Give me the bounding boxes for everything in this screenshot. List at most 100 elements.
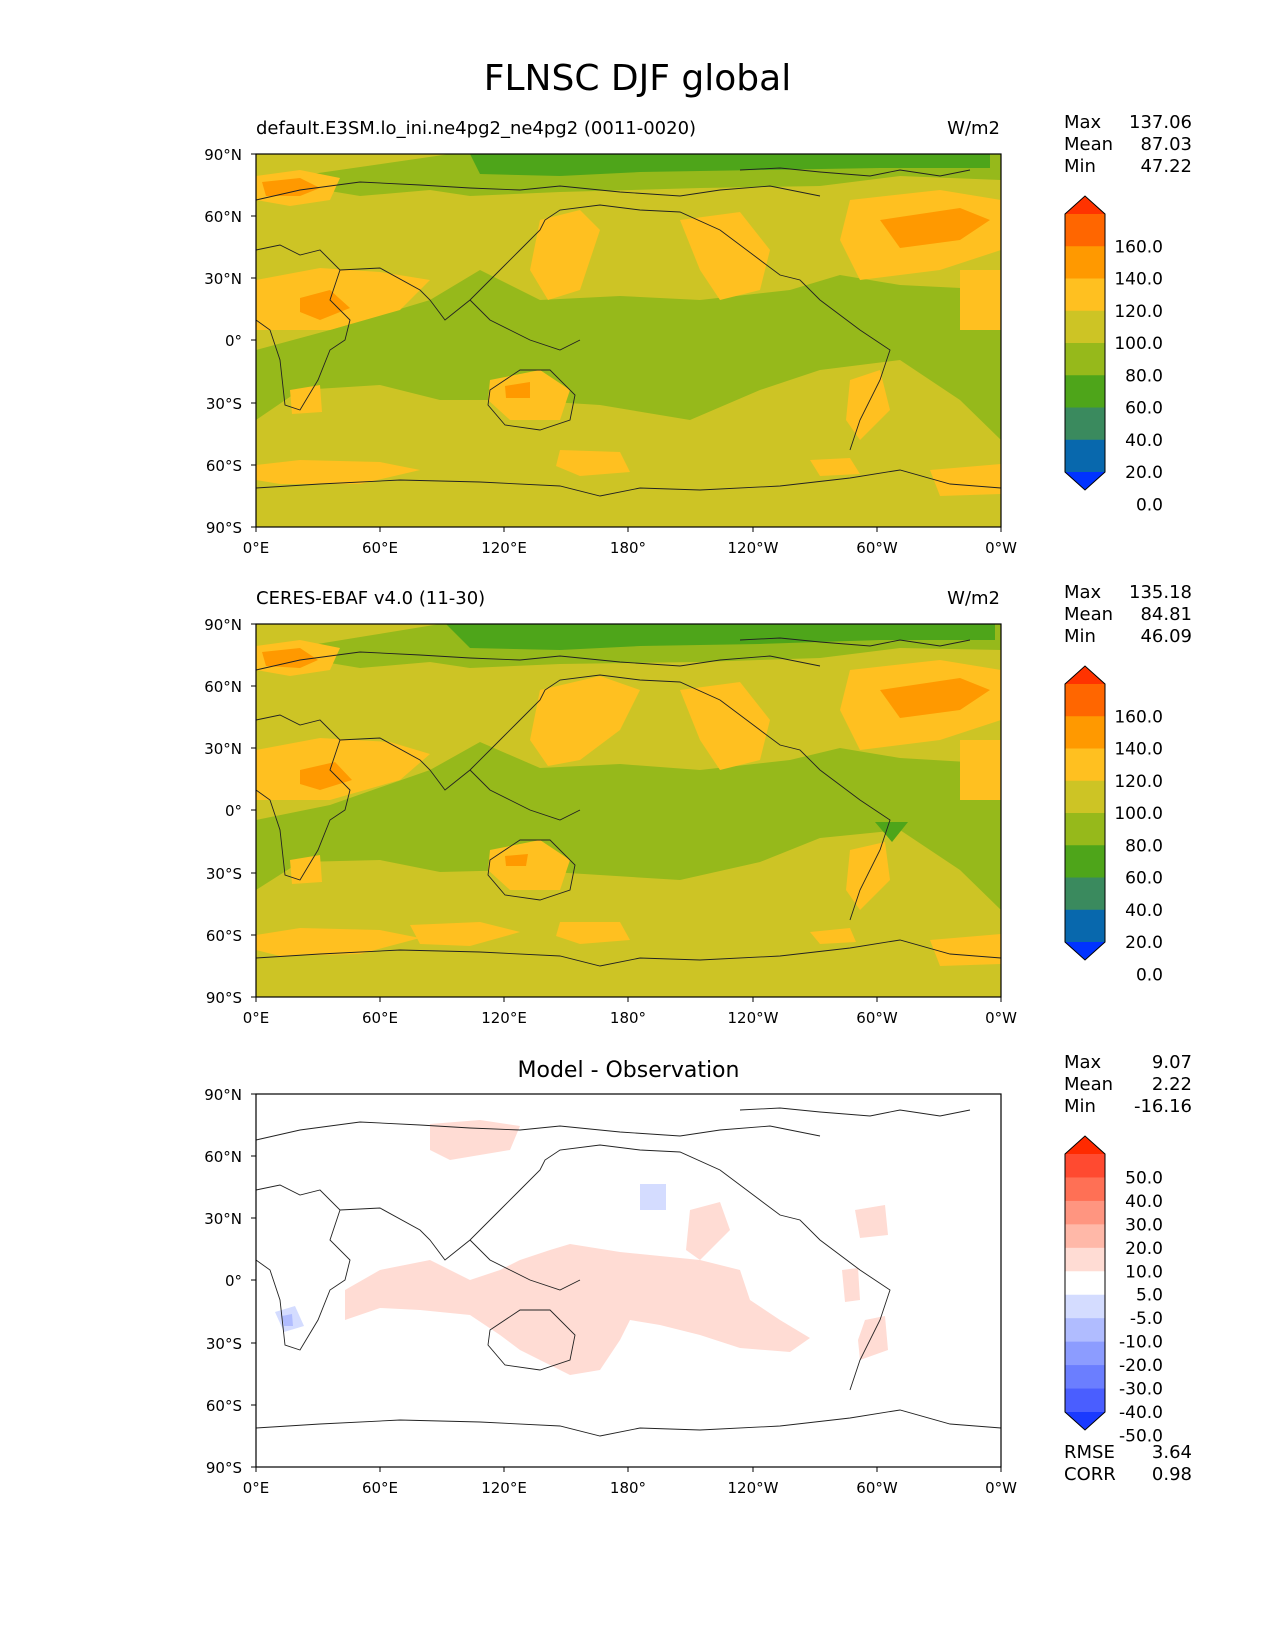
panel-model: default.E3SM.lo_ini.ne4pg2_ne4pg2 (0011-… [0,0,1275,557]
colorbar-level-label: 160.0 [1114,707,1163,727]
map-area [255,623,1002,998]
stat-value: 3.64 [1151,1442,1192,1463]
x-tick-label: 0°W [985,539,1017,557]
x-tick-label: 60°E [362,539,398,557]
contour-region [430,1120,520,1160]
contour-region [880,208,990,248]
y-tick-label: 90°S [206,989,242,1007]
panel-title: default.E3SM.lo_ini.ne4pg2_ne4pg2 (0011-… [256,118,697,139]
colorbar-segment [1065,909,1105,943]
map-area [255,1093,1002,1468]
colorbar-level-label: 140.0 [1114,740,1163,760]
y-tick-label: 60°N [204,678,242,696]
colorbar-level-label: 80.0 [1125,836,1163,856]
x-tick-label: 0°E [243,1479,270,1497]
colorbar-level-label: 20.0 [1125,933,1163,953]
x-tick-label: 120°E [481,1009,527,1027]
y-tick-label: 0° [225,802,242,820]
x-tick-label: 120°W [728,1479,779,1497]
error-stats-box: RMSE 3.64 CORR 0.98 [1064,1442,1192,1486]
stat-value: 46.09 [1140,626,1192,647]
y-tick-label: 30°S [206,865,242,883]
colorbar-segment [1065,1200,1105,1225]
x-tick-label: 120°E [481,539,527,557]
contour-region [855,1205,888,1238]
colorbar-segment [1065,845,1105,878]
panel-units: W/m2 [947,118,1000,139]
panel-observation: CERES-EBAF v4.0 (11-30) W/m2 Max 135.18 M… [0,470,1275,1027]
colorbar-segment [1065,1224,1105,1249]
colorbar-level-label: 160.0 [1114,237,1163,257]
contour-region [505,382,530,398]
stat-value: 135.18 [1129,582,1192,603]
x-tick-label: 60°E [362,1009,398,1027]
colorbar-level-label: -20.0 [1119,1356,1163,1376]
colorbar-segment [1065,278,1105,312]
colorbar-outline [1064,665,1106,961]
colorbar-level-label: 30.0 [1125,1215,1163,1235]
coastlines [255,1107,1002,1437]
stat-value: 84.81 [1140,604,1192,625]
colorbar-segment [1065,246,1105,279]
colorbar-segment [1065,748,1105,782]
stat-value: 2.22 [1151,1074,1192,1095]
stats-box: Max 137.06 Mean 87.03 Min 47.22 [1064,112,1192,178]
y-tick-label: 90°N [204,146,242,164]
stat-label: Max [1064,1052,1102,1073]
y-tick-label: 90°S [206,519,242,537]
y-tick-label: 90°N [204,1086,242,1104]
colorbar-level-label: 40.0 [1125,431,1163,451]
colorbar-level-label: 20.0 [1125,1239,1163,1259]
colorbar-segment [1065,343,1105,376]
x-axis: 0°E 60°E 120°E 180° 120°W 60°W 0°W [243,527,1017,557]
map-chart: 90°N 60°N 30°N 0° 30°S 60°S 90°S 0°E 60°… [204,1086,1163,1497]
stat-label: CORR [1064,1464,1116,1485]
colorbar-segment [1065,666,1105,684]
contour-region [256,738,430,800]
contour-region [846,842,890,910]
colorbar-level-label: 10.0 [1125,1262,1163,1282]
colorbar-segment [1065,1388,1105,1413]
contour-region [960,270,1001,330]
contour-region [300,290,350,320]
y-tick-label: 30°S [206,1335,242,1353]
coastlines [255,167,1002,497]
colorbar-segment [1065,1318,1105,1343]
stat-label: Min [1064,626,1096,647]
stat-label: RMSE [1064,1442,1115,1463]
stat-value: 47.22 [1140,156,1192,177]
colorbar-segment [1065,439,1105,473]
colorbar-level-label: 140.0 [1114,270,1163,290]
colorbar-level-label: -5.0 [1130,1309,1163,1329]
colorbar-segment [1065,375,1105,408]
contour-region [930,934,1001,966]
stat-label: Min [1064,156,1096,177]
x-tick-label: 60°W [856,539,898,557]
colorbar-level-label: 40.0 [1125,1192,1163,1212]
colorbar-segment [1065,716,1105,749]
x-tick-label: 180° [610,1479,646,1497]
x-tick-label: 120°E [481,1479,527,1497]
panel-title: Model - Observation [517,1058,740,1083]
colorbar-level-label: 60.0 [1125,869,1163,889]
y-tick-label: 30°N [204,740,242,758]
panel-units: W/m2 [947,588,1000,609]
contour-region [505,854,528,866]
contour-region [300,762,352,790]
colorbar-segment [1065,1136,1105,1154]
contour-region [556,922,630,944]
contour-region [875,822,908,842]
contour-region [530,676,640,766]
colorbar-level-label: 40.0 [1125,901,1163,921]
colorbar-segment [1065,1412,1105,1430]
colorbar-level-label: 60.0 [1125,399,1163,419]
stat-label: Min [1064,1096,1096,1117]
colorbar-level-label: 20.0 [1125,463,1163,483]
contour-region [810,458,860,476]
y-tick-label: 60°N [204,1148,242,1166]
contour-region [256,460,420,484]
colorbar-segment [1065,780,1105,814]
colorbar-outline [1064,1135,1106,1431]
stat-value: 87.03 [1140,134,1192,155]
y-tick-label: 30°N [204,270,242,288]
